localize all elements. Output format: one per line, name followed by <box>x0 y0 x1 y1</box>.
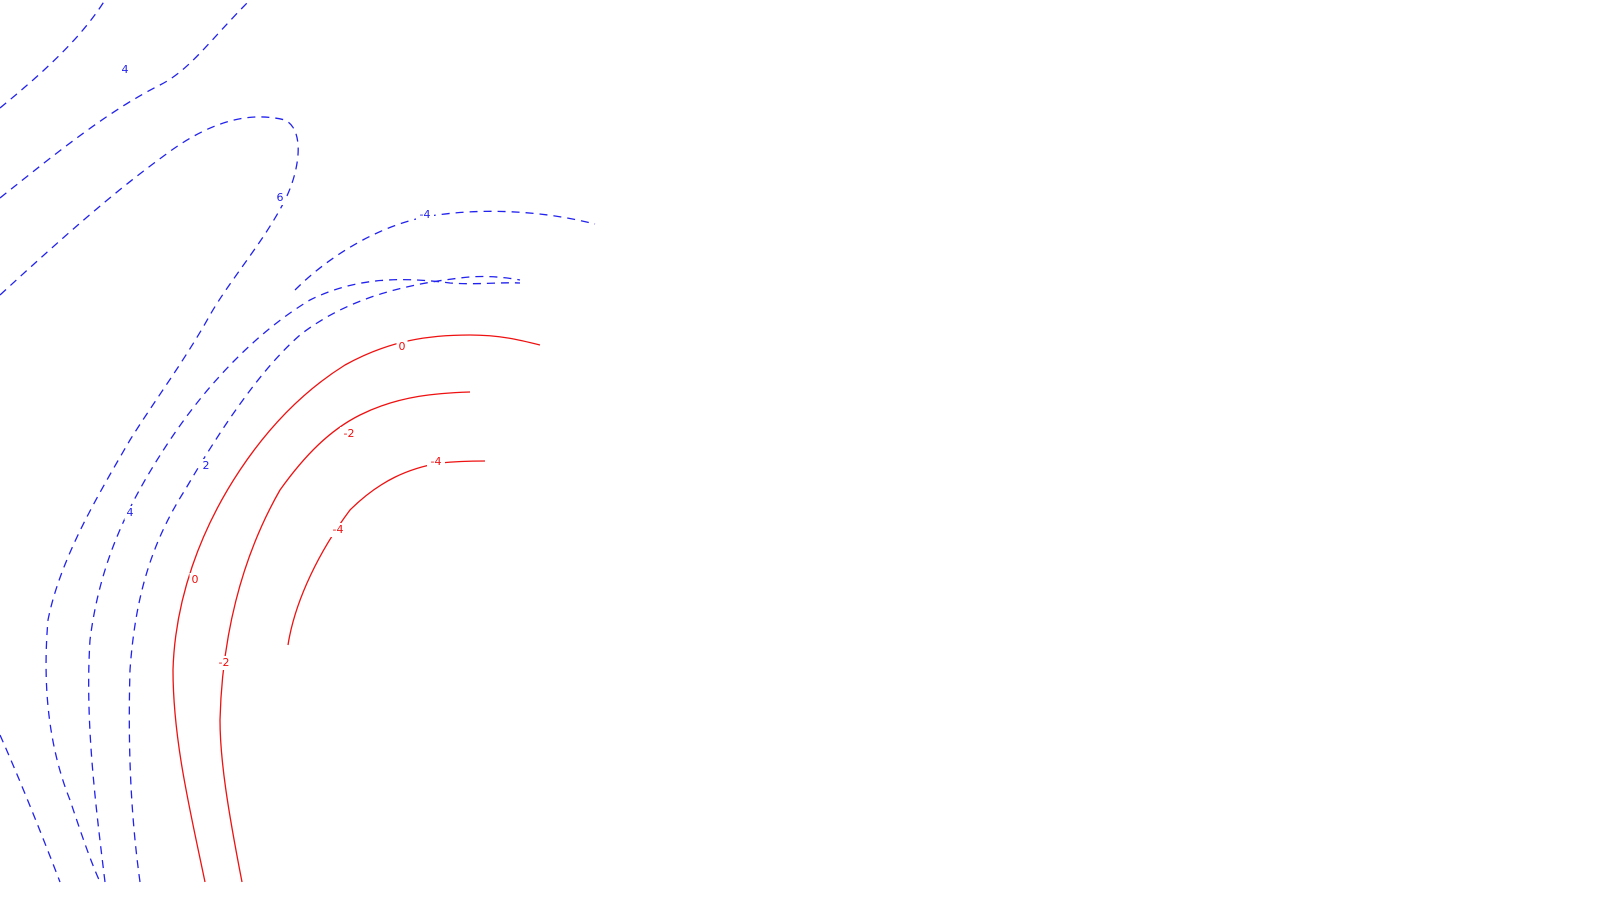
contour-label-bg <box>124 506 136 520</box>
contour-line-level-2-1 <box>88 278 521 883</box>
contour-line-level-6-1 <box>0 0 251 199</box>
contour-line-level-4-2 <box>0 116 299 883</box>
contour-lines <box>0 0 596 883</box>
contour-label: 4 <box>127 506 134 519</box>
contour-label: -4 <box>431 455 442 468</box>
contour-label-bg <box>274 191 286 205</box>
contour-label: 0 <box>192 573 199 586</box>
contour-label: 4 <box>122 63 129 76</box>
contour-label-bg <box>119 63 131 77</box>
contour-label: 6 <box>277 191 284 204</box>
contour-line-level-neg2-1 <box>219 391 471 883</box>
contour-line-level-neg4-1 <box>287 460 486 646</box>
contour-label-bg <box>329 523 347 537</box>
contour-label-bg <box>396 340 408 354</box>
contour-label: -4 <box>333 523 344 536</box>
contour-label: -2 <box>344 427 355 440</box>
contour-line-level-4-4 <box>294 210 596 291</box>
contour-line-level-4-3 <box>0 734 61 883</box>
contour-line-level-0-1 <box>172 334 541 883</box>
contour-label: -2 <box>219 656 230 669</box>
contour-labels: 4 6 -4 2 4 0 -2 -4 -4 0 -2 <box>119 63 445 670</box>
contour-label: -4 <box>420 208 431 221</box>
contour-label-bg <box>215 656 233 670</box>
contour-label-bg <box>200 459 212 473</box>
contour-label-bg <box>416 208 434 222</box>
contour-line-level-4-1 <box>0 0 106 109</box>
contour-line-level-2-2 <box>128 275 521 883</box>
contour-label: 2 <box>203 459 210 472</box>
contour-label-bg <box>340 427 358 441</box>
contour-label: 0 <box>399 340 406 353</box>
contour-label-bg <box>189 573 201 587</box>
contour-label-bg <box>427 455 445 469</box>
